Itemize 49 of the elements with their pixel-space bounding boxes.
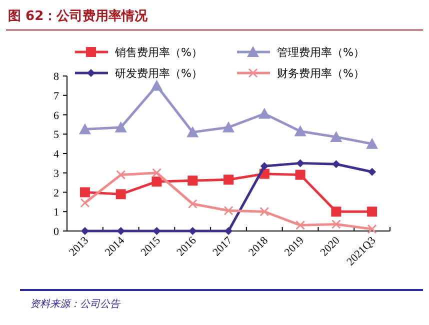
point (78, 123, 91, 134)
point (80, 198, 90, 208)
point (368, 168, 376, 176)
point (332, 160, 340, 168)
point (152, 227, 161, 235)
y-tick-label: 5 (54, 129, 60, 142)
y-tick-label: 0 (54, 226, 60, 238)
point (224, 206, 234, 216)
point (331, 206, 342, 217)
point (224, 227, 232, 235)
point (116, 227, 125, 235)
point (330, 131, 342, 142)
point (80, 187, 90, 198)
point (80, 227, 89, 235)
point (260, 162, 268, 170)
y-tick-label: 2 (54, 187, 59, 200)
y-tick-label: 6 (54, 110, 60, 122)
y-tick-label: 8 (54, 71, 60, 83)
point (150, 80, 163, 91)
point (294, 125, 306, 136)
y-tick-label: 3 (54, 168, 60, 180)
point (188, 199, 198, 209)
point (367, 224, 377, 234)
legend-label: 研发费用率（%） (115, 67, 202, 80)
legend-label: 财务费用率（%） (277, 67, 364, 80)
point (367, 206, 378, 217)
point (258, 108, 270, 119)
legend-label: 管理费用率（%） (277, 46, 364, 59)
legend-label: 销售费用率（%） (114, 46, 202, 59)
point (331, 219, 341, 229)
point (296, 220, 306, 230)
y-tick-label: 4 (54, 148, 60, 160)
point (152, 176, 162, 187)
point (295, 170, 306, 180)
point (366, 138, 378, 149)
point (296, 159, 304, 168)
point (116, 170, 126, 180)
point (114, 121, 127, 132)
point (116, 189, 126, 200)
point (186, 126, 199, 138)
point (152, 168, 162, 178)
text: 资料来源：公司公告 (30, 298, 121, 310)
y-tick-label: 1 (54, 206, 59, 219)
point (260, 206, 270, 216)
point (224, 174, 234, 185)
point (188, 176, 198, 186)
y-tick-label: 7 (54, 90, 60, 102)
point (222, 121, 234, 132)
chart-title: 图 62：公司费用率情况 (8, 8, 149, 24)
